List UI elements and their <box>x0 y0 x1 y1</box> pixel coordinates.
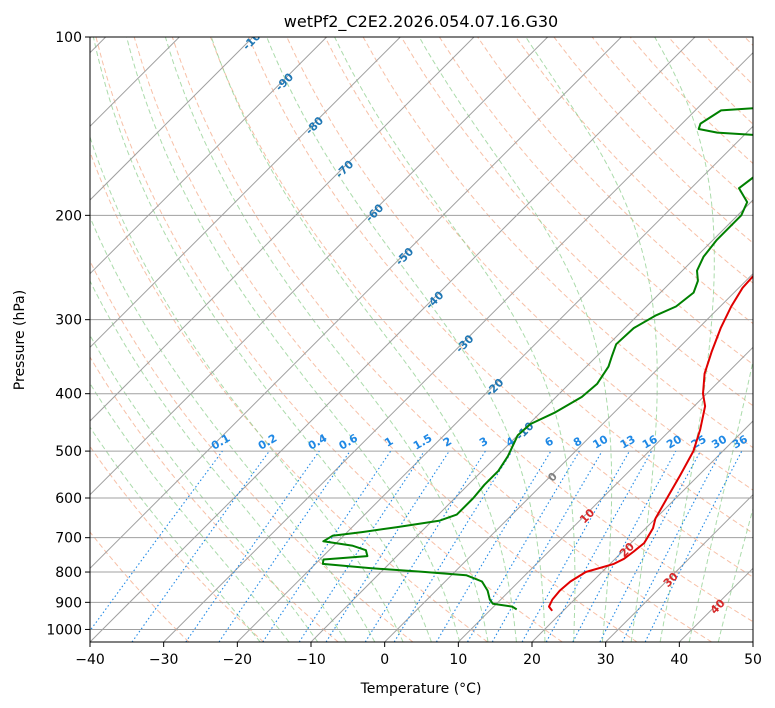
x-tick-label: 20 <box>523 652 541 668</box>
dry-adiabat <box>248 37 753 578</box>
isotherm-line <box>90 37 696 642</box>
moist-adiabat <box>126 37 461 642</box>
x-tick-label: 30 <box>597 652 615 668</box>
y-tick-label: 1000 <box>46 622 82 638</box>
moist-adiabat <box>210 37 517 642</box>
x-tick-label: −10 <box>296 652 326 668</box>
y-tick-label: 400 <box>55 387 82 403</box>
mixing-ratio-line <box>545 450 653 642</box>
moist-adiabat <box>90 334 319 642</box>
sounding-profiles <box>321 107 753 612</box>
isotherm-line <box>605 493 753 642</box>
moist-adiabat <box>654 37 715 642</box>
y-tick-label: 200 <box>55 208 82 224</box>
dry-adiabat <box>90 150 488 642</box>
dewpoint-line <box>321 107 753 611</box>
moist-adiabat <box>90 382 290 642</box>
isotherm-line <box>90 37 622 570</box>
plot-background <box>90 37 753 642</box>
isotherm-line <box>310 199 753 642</box>
isotherm-line <box>457 346 753 642</box>
mixing-ratio-line <box>325 450 450 642</box>
dry-adiabat <box>90 445 264 642</box>
isotherm-line <box>90 37 475 422</box>
plot-frame <box>89 36 754 643</box>
x-axis: −40 −30 −20 −10 0 10 20 30 40 50 <box>75 642 762 668</box>
x-tick-label: −40 <box>75 652 105 668</box>
x-tick-label: −20 <box>223 652 253 668</box>
dry-adiabat <box>133 37 638 642</box>
mixing-ratio-line <box>262 450 392 642</box>
y-tick-label: 300 <box>55 313 82 329</box>
chart-title: wetPf2_C2E2.2026.054.07.16.G30 <box>284 12 558 32</box>
isotherm-line <box>384 272 753 642</box>
y-tick-label: 100 <box>55 30 82 46</box>
y-tick-label: 900 <box>55 595 82 611</box>
isotherm-line <box>90 37 328 275</box>
x-tick-label: −30 <box>149 652 179 668</box>
isotherm-line <box>531 420 753 642</box>
mixing-ratio-line <box>298 450 425 642</box>
moist-adiabat <box>164 37 489 642</box>
isotherm-line <box>90 37 401 349</box>
mixing-ratio-line <box>393 450 513 642</box>
y-tick-label: 500 <box>55 444 82 460</box>
dry-adiabat <box>438 37 753 366</box>
moist-adiabat <box>525 37 658 642</box>
x-tick-label: 40 <box>670 652 688 668</box>
dry-adiabat <box>324 37 753 491</box>
isotherm-line <box>163 51 753 642</box>
moist-adiabat <box>717 506 753 642</box>
isotherm-line <box>90 37 549 496</box>
x-tick-label: 10 <box>449 652 467 668</box>
y-tick-label: 700 <box>55 531 82 547</box>
mixing-ratio-line <box>218 450 351 642</box>
dry-adiabat <box>171 37 712 642</box>
x-axis-title: Temperature (°C) <box>360 681 482 697</box>
dry-adiabat <box>400 37 753 407</box>
mixing-ratio-line <box>185 450 320 642</box>
y-tick-label: 800 <box>55 565 82 581</box>
dry-adiabat <box>515 37 753 284</box>
dry-adiabat <box>90 531 190 642</box>
moist-adiabat <box>90 135 404 642</box>
dry-adiabat <box>210 37 753 623</box>
y-axis: 1000 900 800 700 600 500 400 300 200 100 <box>46 30 90 638</box>
y-axis-title: Pressure (hPa) <box>12 290 28 390</box>
moist-adiabat <box>688 358 753 642</box>
isotherm-line <box>236 125 753 642</box>
mixing-ratio-line <box>90 450 223 632</box>
moist-adiabat <box>266 37 546 642</box>
temperature-line <box>548 274 753 612</box>
moist-adiabat <box>418 37 613 642</box>
mixing-ratio-line <box>521 450 630 642</box>
dry-adiabat <box>90 356 339 642</box>
moist-adiabat <box>90 215 376 642</box>
mixing-ratio-line <box>131 450 270 642</box>
x-tick-label: 0 <box>380 652 389 668</box>
dry-adiabat <box>95 37 563 642</box>
background-lines <box>90 37 753 642</box>
isotherm-line <box>90 37 254 201</box>
isotherm-line <box>752 641 753 642</box>
moist-adiabat <box>90 426 261 642</box>
moist-adiabat <box>334 37 576 642</box>
mixing-ratio-line <box>644 450 743 642</box>
moist-adiabat <box>92 37 432 642</box>
y-tick-label: 600 <box>55 491 82 507</box>
x-tick-label: 50 <box>744 652 762 668</box>
